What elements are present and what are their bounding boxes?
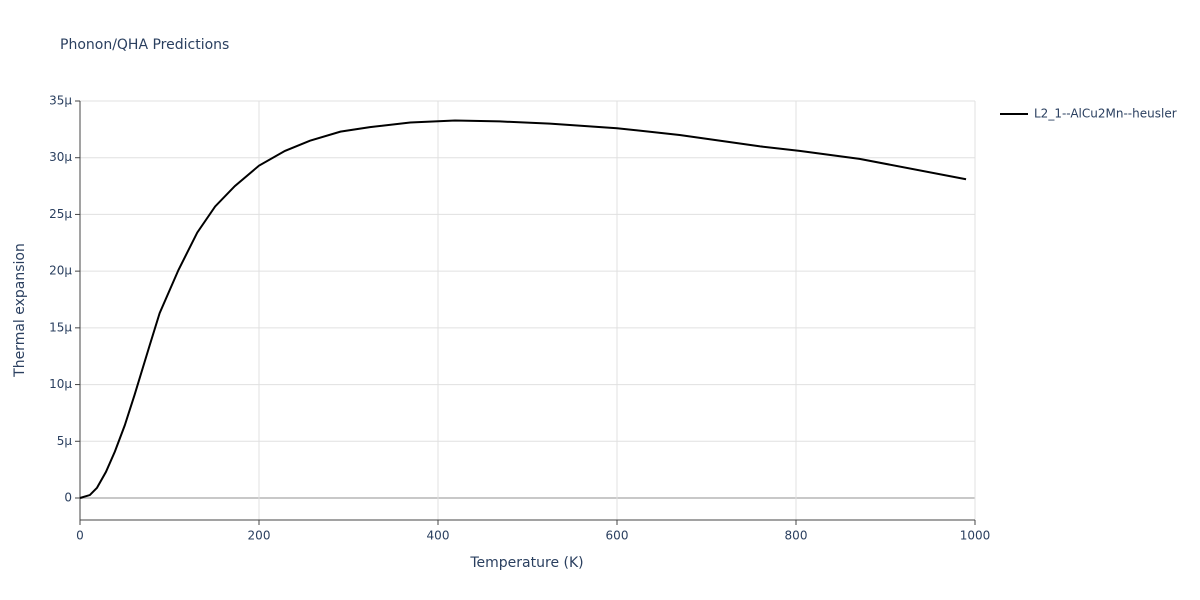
y-tick-label: 30μ [49,150,72,164]
y-tick-label: 20μ [49,264,72,278]
x-tick-label: 1000 [960,529,991,543]
x-tick-label: 0 [76,529,84,543]
x-tick-label: 200 [248,529,271,543]
y-tick-label: 35μ [49,94,72,108]
legend-label: L2_1--AlCu2Mn--heusler [1034,107,1177,121]
y-tick-label: 0 [64,490,72,504]
y-tick-label: 15μ [49,320,72,334]
x-axis-label: Temperature (K) [469,555,583,571]
y-axis-label: Thermal expansion [12,243,28,378]
y-tick-label: 25μ [49,207,72,221]
x-tick-label: 600 [606,529,629,543]
chart-title: Phonon/QHA Predictions [60,37,229,53]
data-line [79,119,967,499]
x-tick-label: 800 [785,529,808,543]
x-tick-label: 400 [427,529,450,543]
y-tick-label: 5μ [57,434,73,448]
y-tick-label: 10μ [49,377,72,391]
